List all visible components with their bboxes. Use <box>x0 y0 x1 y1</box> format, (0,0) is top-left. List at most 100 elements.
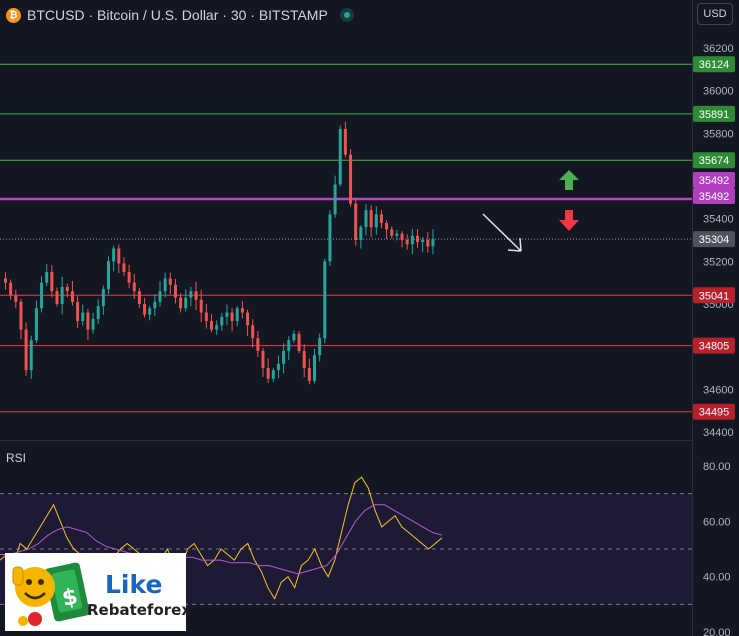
candle-body <box>101 289 105 307</box>
candle-body <box>307 368 311 381</box>
candle-body <box>323 261 327 339</box>
candle-body <box>246 312 250 326</box>
horizontal-levels <box>0 63 692 413</box>
candle-body <box>173 284 177 298</box>
candle-body <box>194 291 198 300</box>
candle-body <box>343 129 347 155</box>
candle-body <box>421 240 425 243</box>
level-price-tag-label: 35041 <box>699 290 730 302</box>
candle-body <box>137 291 141 304</box>
level-price-tag <box>693 337 735 354</box>
candle-body <box>225 312 229 317</box>
candle-body <box>127 272 131 283</box>
candle-body <box>70 291 74 302</box>
symbol-header[interactable]: ₿ BTCUSD · Bitcoin / U.S. Dollar · 30 · … <box>6 5 354 25</box>
level-price-tag-label: 35492 <box>699 191 730 203</box>
candle-body <box>34 308 38 341</box>
trend-arrow-icon[interactable] <box>482 213 522 252</box>
level-price-tag <box>693 287 735 304</box>
candle-body <box>426 240 430 247</box>
level-price-tag-label: 34495 <box>699 407 730 419</box>
candle-body <box>179 297 183 309</box>
candle-body <box>282 350 286 364</box>
candle-body <box>107 261 110 290</box>
annotations <box>482 170 579 252</box>
candle-body <box>9 282 13 296</box>
candle-body <box>81 312 85 322</box>
candle-body <box>349 154 353 204</box>
candle-body <box>153 301 157 309</box>
currency-button[interactable]: USD <box>697 3 733 25</box>
candle-body <box>266 368 270 379</box>
current-price-tag-label: 35304 <box>699 234 730 246</box>
candle-body <box>431 239 435 247</box>
price-tick-label: 36000 <box>703 86 734 98</box>
candle-body <box>19 301 23 330</box>
candle-body <box>86 312 90 330</box>
candle-body <box>354 203 358 240</box>
candle-body <box>390 229 394 236</box>
pivot-price-tag-label: 35492 <box>699 175 730 187</box>
candle-body <box>4 278 7 283</box>
candle-body <box>328 214 332 262</box>
candle-body <box>261 350 265 368</box>
candle-body <box>132 282 136 292</box>
candle-body <box>14 295 18 302</box>
candle-body <box>158 291 162 302</box>
candle-body <box>271 370 275 379</box>
price-tick-label: 35800 <box>703 128 734 140</box>
price-tick-label: 34600 <box>703 384 734 396</box>
candle-body <box>91 318 95 330</box>
candle-body <box>240 308 244 313</box>
candle-body <box>395 233 399 236</box>
arrow-up-icon[interactable] <box>559 170 579 190</box>
price-tick-label: 36200 <box>703 43 734 55</box>
logo-text-rebateforex: Rebateforex <box>87 601 192 619</box>
price-tick-label: 34400 <box>703 427 734 439</box>
thumbs-up-mascot-icon: $ <box>12 562 90 626</box>
rsi-tick-label: 40.00 <box>703 572 731 584</box>
rsi-line <box>0 476 443 600</box>
candle-body <box>117 248 121 264</box>
candle-body <box>364 210 368 228</box>
candle-body <box>55 291 59 304</box>
candle-body <box>405 240 409 245</box>
candle-body <box>112 248 116 262</box>
candle-body <box>297 333 301 351</box>
level-price-tag-label: 35674 <box>699 155 730 167</box>
candle-body <box>65 286 69 292</box>
candle-body <box>410 235 414 245</box>
rsi-ma-line <box>0 504 443 575</box>
candle-body <box>287 340 291 351</box>
candle-body <box>40 282 44 309</box>
candle-body <box>235 308 239 322</box>
price-axis: 3620036000358003560035400352003500034800… <box>693 43 735 636</box>
price-tick-label: 35400 <box>703 214 734 226</box>
candle-body <box>168 278 172 285</box>
candle-body <box>276 363 280 371</box>
level-price-tag <box>693 188 735 205</box>
candle-body <box>400 233 404 240</box>
arrow-down-icon[interactable] <box>559 210 579 231</box>
candle-body <box>210 321 213 330</box>
rsi-tick-label: 80.00 <box>703 461 731 473</box>
level-price-tag <box>693 105 735 122</box>
candle-body <box>379 214 383 223</box>
candle-body <box>24 329 28 371</box>
candle-body <box>220 316 224 326</box>
candle-body <box>374 214 378 228</box>
candle-body <box>122 263 126 272</box>
pivot-price-tag <box>693 172 735 189</box>
candle-body <box>338 129 342 185</box>
rsi-indicator-label[interactable]: RSI <box>6 451 27 465</box>
candle-body <box>215 325 219 330</box>
candle-body <box>45 272 49 283</box>
candle-body <box>385 222 389 230</box>
candle-body <box>76 301 80 322</box>
price-tick-label: 35200 <box>703 256 734 268</box>
candle-body <box>184 297 188 309</box>
candle-body <box>292 333 296 341</box>
candle-body <box>302 350 306 368</box>
candle-body <box>313 355 316 381</box>
